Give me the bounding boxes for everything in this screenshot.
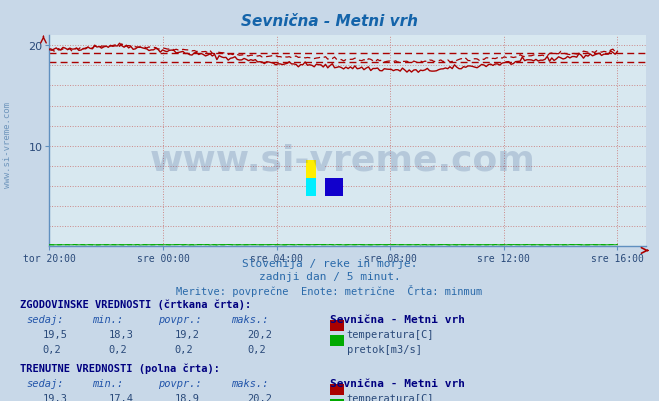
Text: 17,4: 17,4 — [109, 393, 134, 401]
Text: 19,3: 19,3 — [43, 393, 68, 401]
Text: Meritve: povprečne  Enote: metrične  Črta: minmum: Meritve: povprečne Enote: metrične Črta:… — [177, 284, 482, 296]
Text: 19,5: 19,5 — [43, 329, 68, 339]
Text: Sevnična - Metni vrh: Sevnična - Metni vrh — [330, 378, 465, 388]
Text: povpr.:: povpr.: — [158, 378, 202, 388]
Text: 0,2: 0,2 — [175, 344, 193, 354]
Text: 0,2: 0,2 — [43, 344, 61, 354]
Text: Sevnična - Metni vrh: Sevnična - Metni vrh — [330, 314, 465, 324]
Text: ZGODOVINSKE VREDNOSTI (črtkana črta):: ZGODOVINSKE VREDNOSTI (črtkana črta): — [20, 299, 251, 309]
Text: 18,9: 18,9 — [175, 393, 200, 401]
Text: temperatura[C]: temperatura[C] — [347, 393, 434, 401]
Text: www.si-vreme.com: www.si-vreme.com — [150, 144, 536, 177]
Text: 20,2: 20,2 — [247, 393, 272, 401]
Text: temperatura[C]: temperatura[C] — [347, 329, 434, 339]
Text: www.si-vreme.com: www.si-vreme.com — [3, 101, 13, 187]
Text: povpr.:: povpr.: — [158, 314, 202, 324]
Text: 0,2: 0,2 — [247, 344, 266, 354]
Text: 18,3: 18,3 — [109, 329, 134, 339]
Text: maks.:: maks.: — [231, 378, 268, 388]
Text: sedaj:: sedaj: — [26, 378, 64, 388]
Text: pretok[m3/s]: pretok[m3/s] — [347, 344, 422, 354]
Text: min.:: min.: — [92, 314, 123, 324]
Text: sedaj:: sedaj: — [26, 314, 64, 324]
Text: Sevnična - Metni vrh: Sevnična - Metni vrh — [241, 14, 418, 29]
Text: zadnji dan / 5 minut.: zadnji dan / 5 minut. — [258, 271, 401, 282]
Text: 0,2: 0,2 — [109, 344, 127, 354]
Text: 20,2: 20,2 — [247, 329, 272, 339]
Text: maks.:: maks.: — [231, 314, 268, 324]
Text: TRENUTNE VREDNOSTI (polna črta):: TRENUTNE VREDNOSTI (polna črta): — [20, 363, 219, 373]
Text: min.:: min.: — [92, 378, 123, 388]
Text: Slovenija / reke in morje.: Slovenija / reke in morje. — [242, 259, 417, 269]
Text: 19,2: 19,2 — [175, 329, 200, 339]
